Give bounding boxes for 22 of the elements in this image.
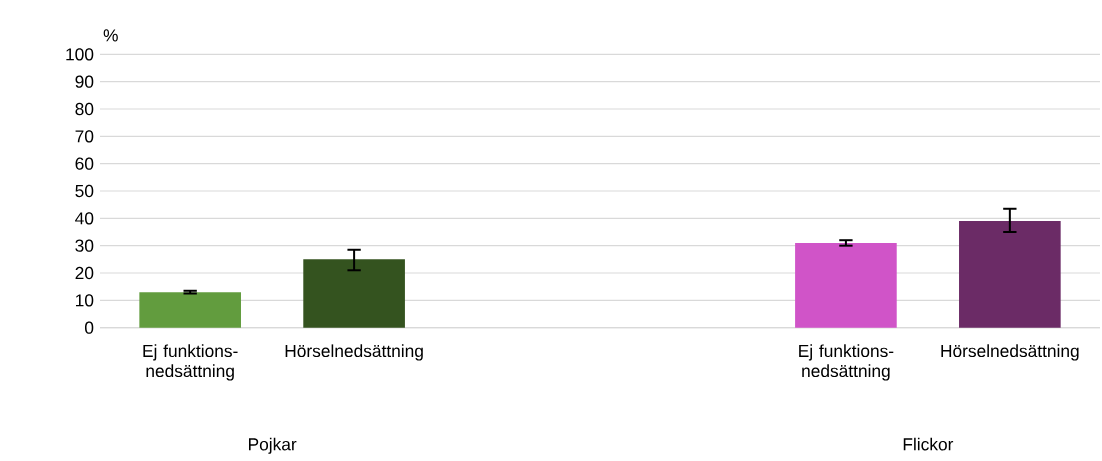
y-tick-label: 30 [75, 239, 94, 252]
y-tick-label: 20 [75, 266, 94, 280]
x-tick-label: Ej funktions-nedsättning [143, 344, 238, 381]
x-tick-label: Ej funktions-nedsättning [799, 344, 894, 381]
y-tick-label: 90 [75, 75, 94, 88]
bar [959, 221, 1061, 328]
y-tick-label: 70 [75, 130, 94, 143]
y-tick-label: 50 [75, 184, 94, 198]
y-tick-label: 0 [84, 321, 94, 334]
y-tick-label: 10 [76, 294, 94, 307]
bar [303, 259, 405, 328]
y-tick-label: 40 [75, 212, 94, 225]
text: Flickor [903, 437, 954, 451]
y-tick-label: 100 [66, 48, 94, 61]
x-tick-label: Hörselnedsättning [941, 344, 1079, 361]
text: Pojkar [248, 437, 297, 454]
x-tick-label: Hörselnedsättning [285, 344, 423, 361]
bar [795, 242, 897, 328]
y-axis-title: % [103, 29, 118, 42]
y-tick-label: 60 [75, 157, 94, 170]
bar [139, 292, 241, 328]
y-tick-label: 80 [75, 102, 94, 116]
